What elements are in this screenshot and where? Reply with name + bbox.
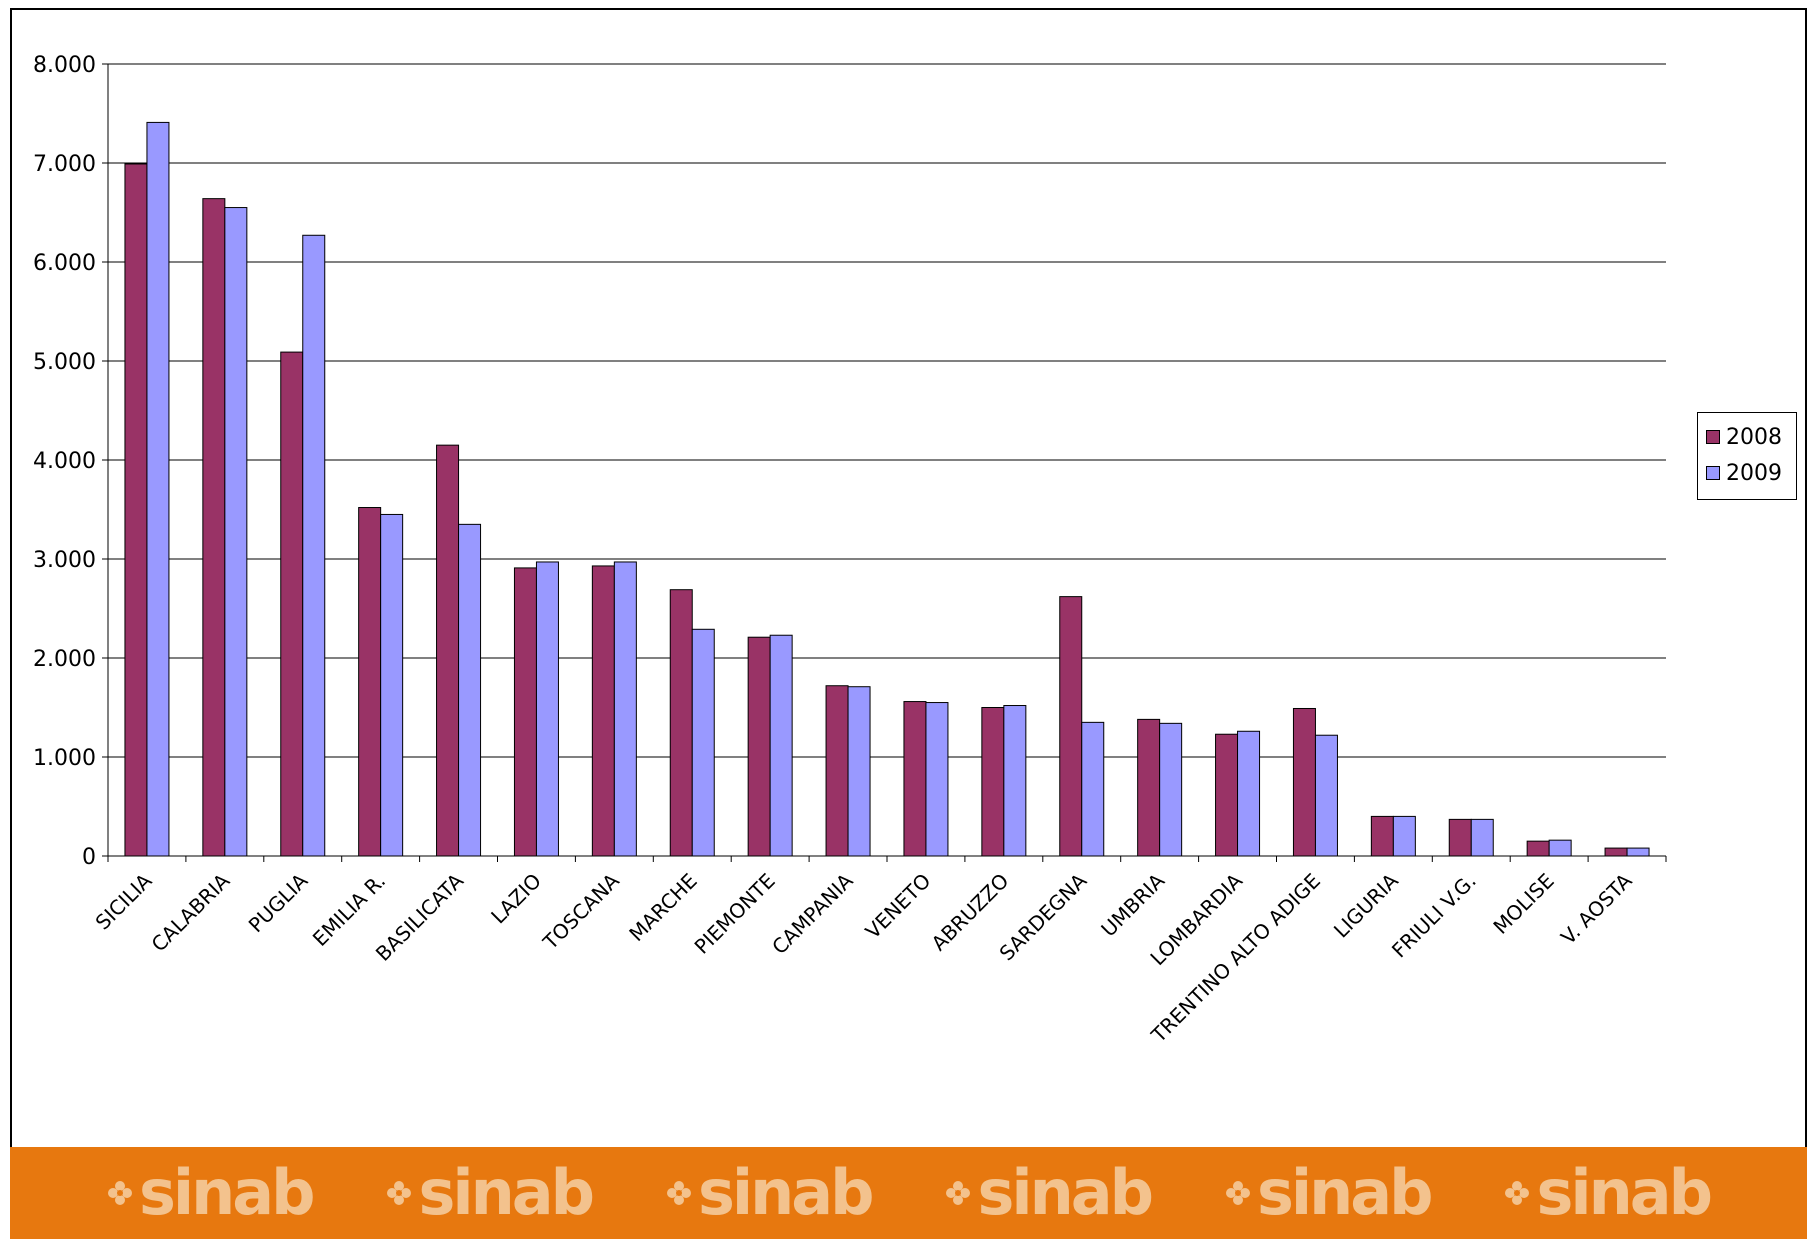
x-tick-label: CAMPANIA bbox=[767, 868, 858, 959]
bar-2009-emilia-r- bbox=[380, 513, 404, 857]
y-tick-label: 5.000 bbox=[33, 350, 96, 375]
bar-2008-friuli-v-g- bbox=[1448, 818, 1472, 857]
x-tick-label: PIEMONTE bbox=[690, 869, 780, 959]
flower-icon bbox=[387, 1181, 412, 1205]
bar-2008-molise bbox=[1526, 840, 1550, 857]
y-tick-label: 8.000 bbox=[33, 53, 96, 78]
bar-2008-v-aosta bbox=[1604, 847, 1628, 857]
bar-2009-trentino-alto-adige bbox=[1314, 734, 1338, 857]
axes bbox=[102, 63, 1667, 862]
flower-icon bbox=[666, 1181, 691, 1205]
sinab-logo: sinab bbox=[945, 1156, 1154, 1229]
bar-2009-puglia bbox=[302, 234, 326, 857]
legend-swatch-2009 bbox=[1706, 466, 1720, 480]
x-tick-label: CALABRIA bbox=[147, 868, 235, 956]
x-tick-label: V. AOSTA bbox=[1556, 868, 1637, 949]
legend-swatch-2008 bbox=[1706, 430, 1720, 444]
y-tick-label: 0 bbox=[82, 845, 96, 870]
x-tick-label: MARCHE bbox=[624, 869, 701, 946]
y-tick-label: 3.000 bbox=[33, 548, 96, 573]
legend-label-2009: 2009 bbox=[1726, 460, 1782, 486]
y-tick-labels: 0 1.000 2.000 3.000 4.000 5.000 6.000 7.000 8.00… bbox=[33, 53, 96, 870]
x-tick-label: VENETO bbox=[861, 869, 936, 944]
sinab-logo-text: sinab bbox=[977, 1156, 1154, 1229]
sinab-banner: sinab sinab sinab sinab sinab sinab bbox=[10, 1147, 1807, 1239]
bar-2008-umbria bbox=[1137, 718, 1161, 857]
bar-2008-campania bbox=[825, 685, 849, 857]
sinab-logo: sinab bbox=[107, 1156, 316, 1229]
x-tick-label: EMILIA R. bbox=[308, 869, 390, 951]
bar-2009-piemonte bbox=[769, 634, 793, 857]
bar-2009-liguria bbox=[1392, 815, 1416, 857]
legend-label-2008: 2008 bbox=[1726, 424, 1782, 450]
bar-2009-campania bbox=[847, 686, 871, 857]
x-tick-label: SICILIA bbox=[91, 868, 157, 934]
flower-icon bbox=[1225, 1181, 1250, 1205]
bar-2008-puglia bbox=[280, 351, 304, 857]
sinab-logo: sinab bbox=[666, 1156, 875, 1229]
x-tick-label: LAZIO bbox=[486, 869, 546, 929]
bar-2008-sardegna bbox=[1059, 596, 1083, 857]
bar-2009-lombardia bbox=[1237, 730, 1261, 857]
bar-2009-molise bbox=[1548, 839, 1572, 857]
x-tick-label: MOLISE bbox=[1488, 869, 1558, 939]
bar-2009-abruzzo bbox=[1003, 705, 1027, 857]
x-tick-label: FRIULI V.G. bbox=[1387, 869, 1481, 963]
x-tick-label: UMBRIA bbox=[1096, 868, 1169, 941]
sinab-logo: sinab bbox=[1225, 1156, 1434, 1229]
bar-2008-toscana bbox=[591, 565, 615, 857]
bar-2008-sicilia bbox=[124, 163, 148, 857]
y-tick-label: 1.000 bbox=[33, 746, 96, 771]
bar-2008-marche bbox=[669, 589, 693, 857]
bar-2009-sardegna bbox=[1081, 721, 1105, 857]
sinab-logo: sinab bbox=[1504, 1156, 1713, 1229]
flower-icon bbox=[1505, 1181, 1530, 1205]
bar-2009-toscana bbox=[613, 561, 637, 857]
sinab-logo-text: sinab bbox=[1256, 1156, 1434, 1229]
sinab-logo-text: sinab bbox=[138, 1156, 316, 1229]
y-tick-label: 4.000 bbox=[33, 449, 96, 474]
sinab-logo: sinab bbox=[386, 1156, 595, 1229]
y-tick-label: 7.000 bbox=[33, 152, 96, 177]
x-tick-label: LIGURIA bbox=[1329, 868, 1403, 942]
gridlines bbox=[108, 63, 1666, 758]
bar-2009-umbria bbox=[1159, 722, 1183, 857]
bar-2008-liguria bbox=[1370, 815, 1394, 857]
flower-icon bbox=[946, 1181, 971, 1205]
bars bbox=[124, 121, 1650, 857]
y-tick-label: 6.000 bbox=[33, 251, 96, 276]
legend-item-2009: 2009 bbox=[1706, 455, 1788, 491]
bar-2008-abruzzo bbox=[981, 707, 1005, 857]
bar-2008-basilicata bbox=[436, 444, 460, 857]
bar-2008-calabria bbox=[202, 198, 226, 857]
legend: 2008 2009 bbox=[1697, 412, 1797, 500]
bar-2009-friuli-v-g- bbox=[1470, 818, 1494, 857]
bar-2008-piemonte bbox=[747, 636, 771, 857]
sinab-logo-text: sinab bbox=[1536, 1156, 1713, 1229]
x-tick-label: PUGLIA bbox=[244, 868, 313, 937]
bar-2009-marche bbox=[691, 628, 715, 857]
bar-2008-emilia-r- bbox=[358, 507, 382, 857]
bar-2008-lombardia bbox=[1215, 733, 1239, 857]
bar-2009-sicilia bbox=[146, 121, 170, 857]
bar-2009-calabria bbox=[224, 207, 248, 857]
sinab-logo-text: sinab bbox=[697, 1156, 875, 1229]
bar-2009-basilicata bbox=[458, 523, 482, 857]
bar-2009-lazio bbox=[535, 561, 559, 857]
bar-2008-veneto bbox=[903, 701, 927, 857]
y-tick-label: 2.000 bbox=[33, 647, 96, 672]
x-tick-label: TOSCANA bbox=[538, 868, 624, 954]
sinab-logo-text: sinab bbox=[418, 1156, 595, 1229]
bar-2009-veneto bbox=[925, 702, 949, 857]
legend-item-2008: 2008 bbox=[1706, 419, 1788, 455]
flower-icon bbox=[107, 1181, 132, 1205]
bar-2009-v-aosta bbox=[1626, 847, 1650, 857]
bar-2008-lazio bbox=[513, 567, 537, 857]
bar-2008-trentino-alto-adige bbox=[1292, 707, 1316, 857]
